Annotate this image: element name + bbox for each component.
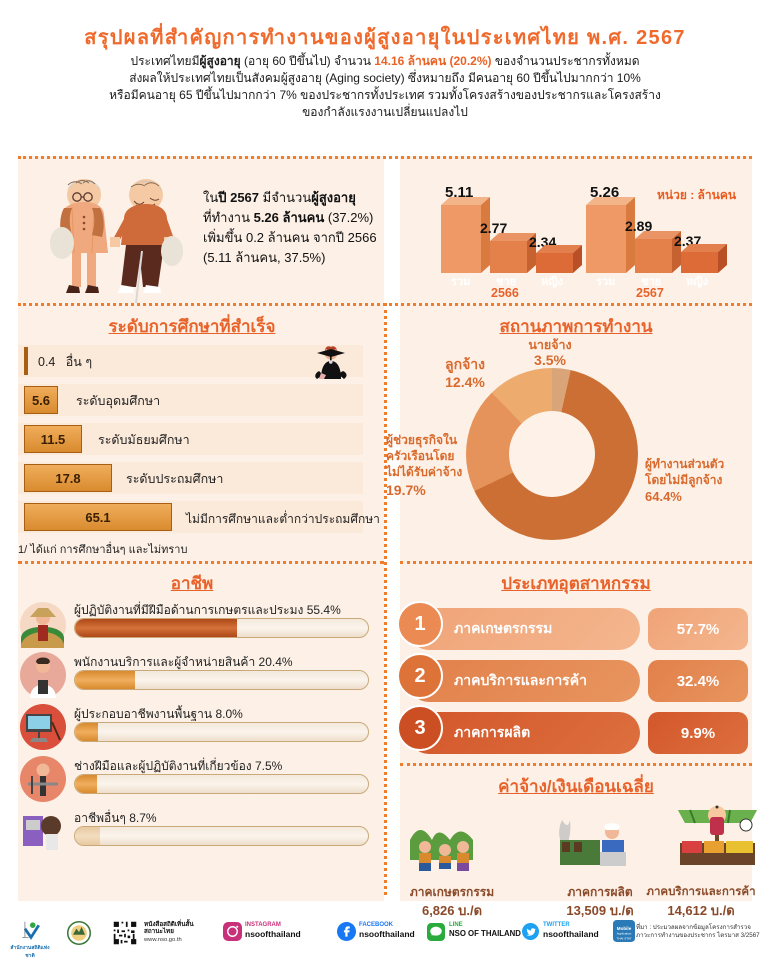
svg-text:หญิง: หญิง [686,275,708,288]
svg-text:THAI STAT: THAI STAT [617,936,632,940]
svg-text:2566: 2566 [491,286,519,300]
svg-text:2567: 2567 [636,286,664,300]
svg-text:Application: Application [617,932,632,936]
svg-text:Mobile: Mobile [617,926,632,931]
svg-text:หญิง: หญิง [541,275,563,288]
svg-text:รวม: รวม [451,276,470,288]
svg-text:รวม: รวม [596,276,615,288]
